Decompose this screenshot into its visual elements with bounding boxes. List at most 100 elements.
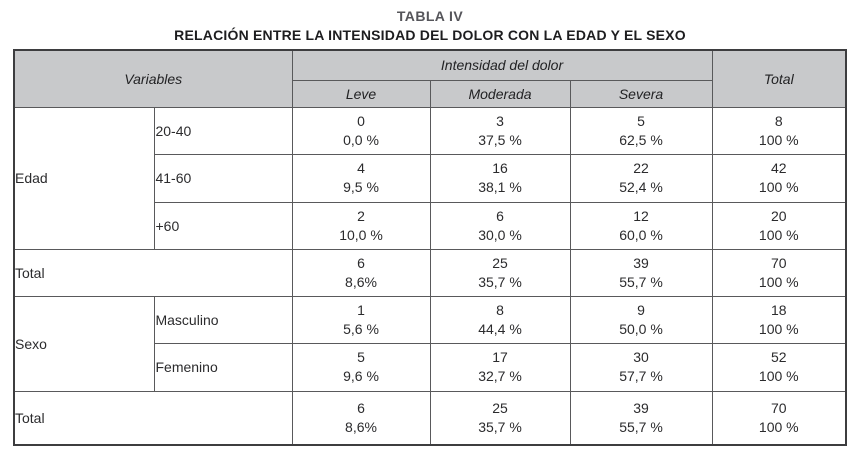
table-row-total-sexo: Total 6 8,6% 25 35,7 % 39 55,7 % 70 100 … bbox=[13, 390, 847, 446]
count: 17 bbox=[492, 349, 508, 365]
cell-femenino-total: 52 100 % bbox=[711, 342, 847, 392]
table-body: Edad 20-40 0 0,0 % 3 37,5 % 5 62,5 % 8 1… bbox=[13, 106, 847, 446]
cell-edad-total-moderada: 25 35,7 % bbox=[429, 248, 571, 297]
table-caption: TABLA IV RELACIÓN ENTRE LA INTENSIDAD DE… bbox=[0, 0, 860, 43]
percent: 55,7 % bbox=[619, 273, 663, 290]
percent: 55,7 % bbox=[619, 418, 663, 435]
table-number-title: TABLA IV bbox=[396, 8, 464, 24]
count: 25 bbox=[492, 399, 508, 416]
percent: 38,1 % bbox=[478, 179, 522, 195]
count: 9 bbox=[637, 301, 645, 318]
count: 16 bbox=[492, 160, 508, 176]
cell-60plus-severa: 12 60,0 % bbox=[569, 201, 713, 250]
row-label-20-40: 20-40 bbox=[154, 106, 293, 155]
percent: 50,0 % bbox=[619, 320, 663, 337]
cell-edad-total-total: 70 100 % bbox=[711, 248, 847, 297]
percent: 100 % bbox=[758, 368, 799, 384]
count: 70 bbox=[770, 254, 787, 271]
header-leve: Leve bbox=[291, 79, 431, 108]
total-row-label: Total bbox=[13, 248, 293, 297]
cell-20-40-leve: 0 0,0 % bbox=[291, 106, 431, 155]
count: 22 bbox=[633, 160, 649, 176]
cell-60plus-moderada: 6 30,0 % bbox=[429, 201, 571, 250]
count: 25 bbox=[492, 254, 508, 271]
cell-60plus-leve: 2 10,0 % bbox=[291, 201, 431, 250]
cell-masculino-moderada: 8 44,4 % bbox=[429, 295, 571, 344]
cell-femenino-moderada: 17 32,7 % bbox=[429, 342, 571, 392]
percent: 100 % bbox=[758, 273, 799, 290]
row-label-60plus: +60 bbox=[154, 201, 293, 250]
percent: 5,6 % bbox=[343, 320, 379, 337]
cell-41-60-moderada: 16 38,1 % bbox=[429, 153, 571, 203]
percent: 100 % bbox=[758, 320, 799, 337]
percent: 100 % bbox=[758, 179, 799, 195]
table-row: 41-60 4 9,5 % 16 38,1 % 22 52,4 % 42 100… bbox=[14, 153, 847, 203]
section-label-edad: Edad bbox=[13, 106, 156, 250]
header-moderada: Moderada bbox=[429, 79, 571, 108]
cell-edad-total-leve: 6 8,6% bbox=[291, 248, 431, 297]
percent: 100 % bbox=[758, 418, 799, 435]
percent: 30,0 % bbox=[478, 226, 522, 243]
table-row: +60 2 10,0 % 6 30,0 % 12 60,0 % 20 100 % bbox=[14, 201, 847, 250]
table-row: Edad 20-40 0 0,0 % 3 37,5 % 5 62,5 % 8 1… bbox=[13, 106, 847, 250]
count: 4 bbox=[357, 160, 365, 176]
cell-41-60-leve: 4 9,5 % bbox=[291, 153, 431, 203]
count: 18 bbox=[770, 301, 787, 318]
percent: 8,6% bbox=[345, 273, 377, 290]
cell-femenino-severa: 30 57,7 % bbox=[569, 342, 713, 392]
row-label-femenino: Femenino bbox=[154, 342, 293, 392]
percent: 32,7 % bbox=[478, 368, 522, 384]
cell-20-40-total: 8 100 % bbox=[711, 106, 847, 155]
count: 8 bbox=[774, 112, 783, 129]
table-subtitle: RELACIÓN ENTRE LA INTENSIDAD DEL DOLOR C… bbox=[174, 27, 686, 43]
count: 5 bbox=[357, 349, 365, 365]
cell-masculino-total: 18 100 % bbox=[711, 295, 847, 344]
count: 70 bbox=[770, 399, 787, 416]
percent: 10,0 % bbox=[339, 226, 383, 243]
percent: 37,5 % bbox=[478, 131, 522, 148]
cell-sexo-total-total: 70 100 % bbox=[711, 390, 847, 446]
header-intensity-group: Intensidad del dolor bbox=[291, 49, 713, 81]
count: 6 bbox=[496, 207, 504, 224]
count: 8 bbox=[496, 301, 504, 318]
cell-sexo-total-severa: 39 55,7 % bbox=[569, 390, 713, 446]
row-label-41-60: 41-60 bbox=[154, 153, 293, 203]
count: 1 bbox=[357, 301, 365, 318]
percent: 8,6% bbox=[345, 418, 377, 435]
percent: 9,6 % bbox=[343, 368, 379, 384]
table-row: Sexo Masculino 1 5,6 % 8 44,4 % 9 50,0 %… bbox=[13, 295, 847, 392]
percent: 0,0 % bbox=[343, 131, 379, 148]
cell-41-60-severa: 22 52,4 % bbox=[569, 153, 713, 203]
header-row-2: Leve Moderada Severa bbox=[14, 79, 846, 108]
header-total: Total bbox=[711, 49, 847, 108]
cell-20-40-moderada: 3 37,5 % bbox=[429, 106, 571, 155]
percent: 9,5 % bbox=[343, 179, 379, 195]
percent: 52,4 % bbox=[619, 179, 663, 195]
cell-masculino-severa: 9 50,0 % bbox=[569, 295, 713, 344]
count: 30 bbox=[633, 349, 649, 365]
count: 6 bbox=[357, 254, 365, 271]
intensity-table: Variables Intensidad del dolor Total Lev… bbox=[12, 49, 848, 446]
table-row-total-edad: Total 6 8,6% 25 35,7 % 39 55,7 % 70 100 … bbox=[13, 248, 847, 297]
count: 20 bbox=[770, 207, 787, 224]
percent: 44,4 % bbox=[478, 320, 522, 337]
count: 52 bbox=[770, 349, 787, 365]
count: 39 bbox=[633, 399, 649, 416]
cell-41-60-total: 42 100 % bbox=[711, 153, 847, 203]
percent: 100 % bbox=[758, 226, 799, 243]
cell-masculino-leve: 1 5,6 % bbox=[291, 295, 431, 344]
percent: 62,5 % bbox=[619, 131, 663, 148]
table-header: Variables Intensidad del dolor Total Lev… bbox=[13, 49, 847, 108]
percent: 100 % bbox=[758, 131, 799, 148]
cell-sexo-total-leve: 6 8,6% bbox=[291, 390, 431, 446]
count: 42 bbox=[770, 160, 787, 176]
section-label-sexo: Sexo bbox=[13, 295, 156, 392]
count: 3 bbox=[496, 112, 504, 129]
count: 0 bbox=[357, 112, 365, 129]
header-severa: Severa bbox=[569, 79, 713, 108]
count: 5 bbox=[637, 112, 645, 129]
total-row-label: Total bbox=[13, 390, 293, 446]
count: 12 bbox=[633, 207, 649, 224]
row-label-masculino: Masculino bbox=[154, 295, 293, 344]
